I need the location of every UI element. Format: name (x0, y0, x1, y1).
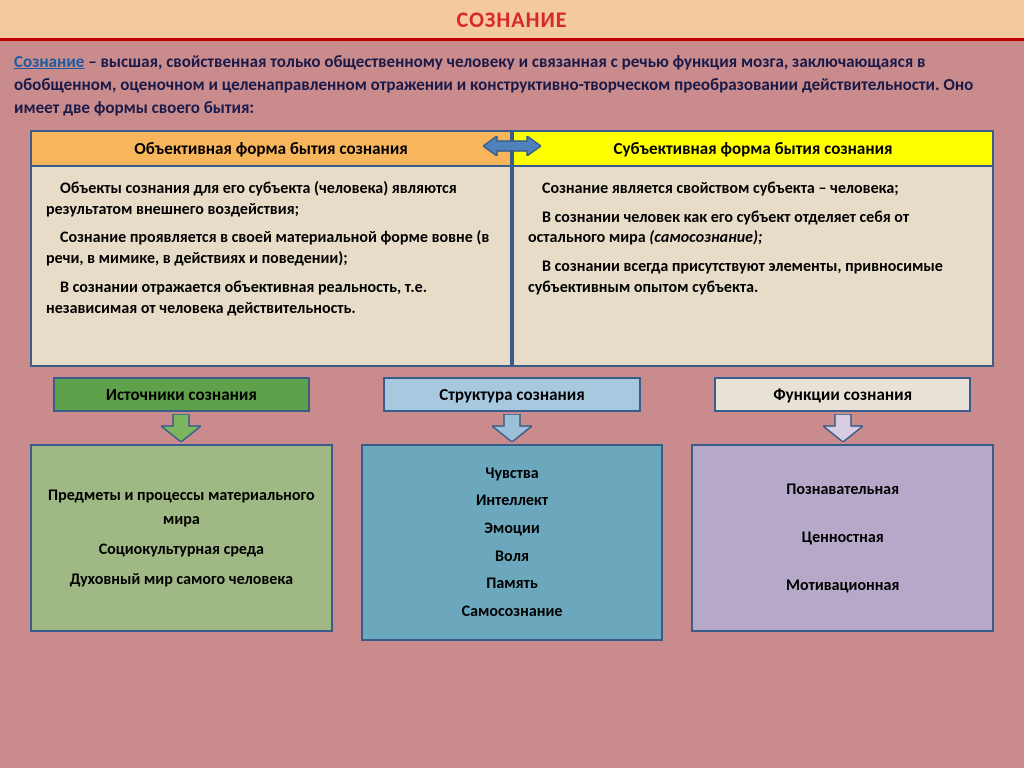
list-item: Предметы и процессы материального мира (42, 484, 321, 532)
page-title: СОЗНАНИЕ (456, 6, 567, 33)
section-structure: Структура сознания Чувства Интеллект Эмо… (361, 377, 664, 642)
form-right-column: Субъективная форма бытия сознания Сознан… (512, 130, 994, 367)
section-structure-body: Чувства Интеллект Эмоции Воля Память Сам… (361, 444, 664, 642)
section-sources: Источники сознания Предметы и процессы м… (30, 377, 333, 642)
form-right-p3: В сознании всегда присутствуют элементы,… (528, 257, 978, 299)
list-item: Духовный мир самого человека (42, 568, 321, 592)
list-item: Чувства (373, 463, 652, 485)
bidirectional-arrow-icon (483, 136, 541, 161)
list-item: Эмоции (373, 518, 652, 540)
title-bar: СОЗНАНИЕ (0, 0, 1024, 38)
definition-block: Сознание – высшая, свойственная только о… (0, 41, 1024, 124)
form-left-p3: В сознании отражается объективная реальн… (46, 278, 496, 320)
list-item: Память (373, 573, 652, 595)
forms-row: Объективная форма бытия сознания Объекты… (0, 124, 1024, 367)
section-sources-body: Предметы и процессы материального мира С… (30, 444, 333, 632)
form-left-column: Объективная форма бытия сознания Объекты… (30, 130, 512, 367)
section-functions-body: Познавательная Ценностная Мотивационная (691, 444, 994, 632)
form-right-p1: Сознание является свойством субъекта – ч… (528, 179, 978, 200)
list-item: Самосознание (373, 601, 652, 623)
form-left-p1: Объекты сознания для его субъекта (челов… (46, 179, 496, 221)
section-functions: Функции сознания Познавательная Ценностн… (691, 377, 994, 642)
down-arrow-icon (823, 414, 863, 442)
section-sources-header: Источники сознания (53, 377, 310, 412)
list-item: Ценностная (703, 526, 982, 550)
list-item: Интеллект (373, 490, 652, 512)
definition-term: Сознание (14, 51, 84, 72)
form-right-p2: В сознании человек как его субъект отдел… (528, 208, 978, 250)
form-right-body: Сознание является свойством субъекта – ч… (512, 167, 994, 367)
sections-row: Источники сознания Предметы и процессы м… (0, 367, 1024, 642)
page-container: СОЗНАНИЕ Сознание – высшая, свойственная… (0, 0, 1024, 768)
form-left-header: Объективная форма бытия сознания (30, 130, 512, 167)
section-functions-header: Функции сознания (714, 377, 971, 412)
definition-text: – высшая, свойственная только общественн… (14, 51, 973, 118)
list-item: Воля (373, 546, 652, 568)
list-item: Мотивационная (703, 574, 982, 598)
form-right-header: Субъективная форма бытия сознания (512, 130, 994, 167)
list-item: Социокультурная среда (42, 538, 321, 562)
form-left-p2: Сознание проявляется в своей материально… (46, 228, 496, 270)
down-arrow-icon (492, 414, 532, 442)
section-structure-header: Структура сознания (383, 377, 640, 412)
down-arrow-icon (161, 414, 201, 442)
form-left-body: Объекты сознания для его субъекта (челов… (30, 167, 512, 367)
list-item: Познавательная (703, 478, 982, 502)
